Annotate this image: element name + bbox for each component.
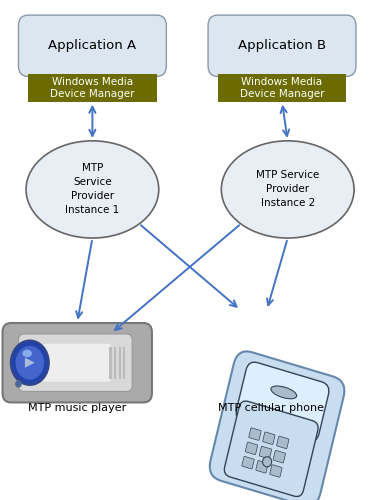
- FancyBboxPatch shape: [273, 450, 285, 463]
- Ellipse shape: [16, 346, 44, 380]
- FancyBboxPatch shape: [110, 346, 112, 379]
- Polygon shape: [25, 358, 35, 368]
- FancyBboxPatch shape: [249, 428, 261, 440]
- FancyBboxPatch shape: [41, 344, 112, 382]
- FancyBboxPatch shape: [242, 456, 254, 469]
- FancyBboxPatch shape: [263, 432, 275, 444]
- Text: MTP Service
Provider
Instance 2: MTP Service Provider Instance 2: [256, 170, 319, 208]
- Ellipse shape: [26, 141, 159, 238]
- FancyBboxPatch shape: [208, 15, 356, 76]
- FancyBboxPatch shape: [245, 442, 257, 454]
- FancyBboxPatch shape: [18, 334, 132, 392]
- FancyBboxPatch shape: [3, 323, 152, 402]
- FancyBboxPatch shape: [123, 346, 125, 379]
- FancyBboxPatch shape: [270, 464, 282, 477]
- Ellipse shape: [271, 386, 297, 399]
- Ellipse shape: [11, 340, 49, 385]
- FancyBboxPatch shape: [28, 74, 157, 102]
- Ellipse shape: [221, 141, 354, 238]
- FancyBboxPatch shape: [114, 346, 116, 379]
- FancyBboxPatch shape: [236, 362, 329, 442]
- Text: Application A: Application A: [49, 40, 136, 52]
- FancyBboxPatch shape: [18, 15, 166, 76]
- FancyBboxPatch shape: [210, 352, 344, 500]
- FancyBboxPatch shape: [118, 346, 121, 379]
- FancyBboxPatch shape: [217, 74, 346, 102]
- Text: Windows Media
Device Manager: Windows Media Device Manager: [50, 77, 134, 99]
- Text: MTP cellular phone: MTP cellular phone: [218, 403, 324, 413]
- Text: MTP music player: MTP music player: [28, 403, 126, 413]
- FancyBboxPatch shape: [259, 446, 272, 459]
- FancyBboxPatch shape: [277, 436, 289, 448]
- Text: MTP
Service
Provider
Instance 1: MTP Service Provider Instance 1: [65, 164, 120, 216]
- Circle shape: [15, 380, 21, 387]
- Circle shape: [262, 456, 272, 467]
- Ellipse shape: [23, 350, 32, 357]
- Text: Windows Media
Device Manager: Windows Media Device Manager: [240, 77, 324, 99]
- FancyBboxPatch shape: [256, 460, 268, 473]
- FancyBboxPatch shape: [224, 401, 318, 496]
- Text: Application B: Application B: [238, 40, 326, 52]
